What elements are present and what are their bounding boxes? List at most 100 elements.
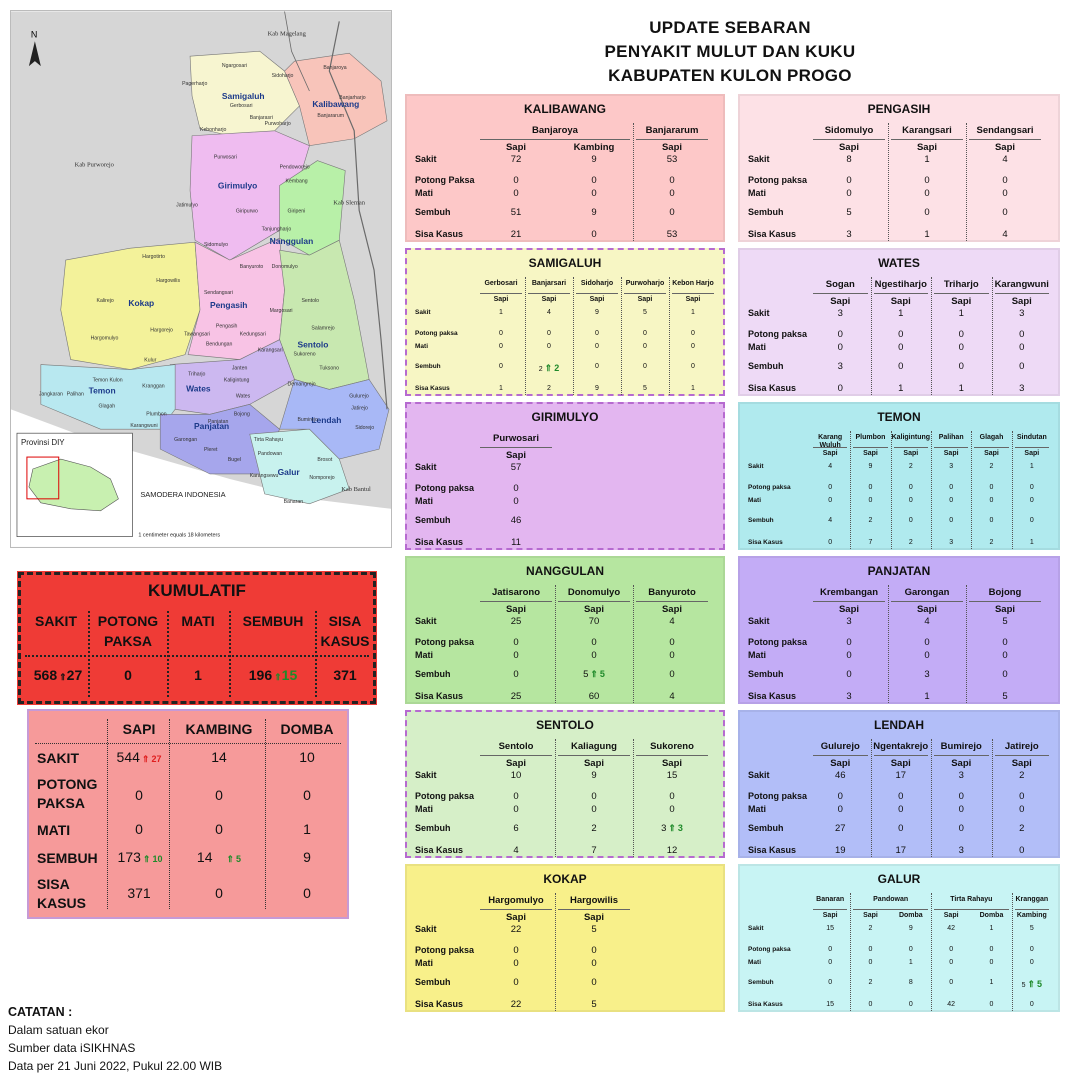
value-cell-potong: 0 [1002,636,1008,648]
district-panel-panjatan: PANJATAN Sakit Potong paksa Mati Sembuh Sisa … [738,556,1060,704]
value-cell-sakit: 2 [989,463,994,471]
value-cell-sisa: 0 [868,1000,873,1008]
animal-label: Sapi [943,449,959,457]
value-cell-sisa: 0 [828,538,833,546]
value-cell-sakit: 3 [958,769,964,781]
village-name: Karangsari [902,124,952,136]
village-name: Banjaroya [532,124,578,136]
map-desa-label: Bendungan [206,342,233,348]
value-cell-sisa: 7 [868,538,873,546]
village-name: Jatirejo [1004,740,1039,752]
animal-label: Sapi [830,757,851,769]
district-title: SAMIGALUH [528,256,602,270]
row-label-sisa: Sisa Kasus [748,538,783,546]
animal-row-label: MATI [37,822,71,838]
district-title: KOKAP [543,872,587,886]
village-name: Kaligintung [891,433,931,441]
row-label-sakit: Sakit [415,153,437,164]
district-panel-pengasih: PENGASIH Sakit Potong paksa Mati Sembuh Sisa … [738,94,1060,242]
value-cell-sembuh: 5 ⇑ 5 [1021,978,1043,989]
village-name: Sindutan [1016,433,1047,441]
value-cell-potong: 0 [1029,946,1034,954]
kumulatif-header-sembuh: SEMBUH [242,613,304,629]
map-desa-label: Temon Kulon [93,377,123,383]
page-title: UPDATE SEBARAN PENYAKIT MULUT DAN KUKU K… [560,16,900,88]
map-desa-label: Bugel [228,457,241,463]
map-desa-label: Kedungsari [240,332,266,338]
value-cell-sakit: 10 [510,769,522,781]
value-cell-potong: 0 [591,944,597,956]
value-cell-mati: 0 [513,187,519,199]
value-cell-sembuh: 3 ⇑ 3 [661,823,683,835]
value-cell-sakit: 3 [1019,307,1025,319]
map-desa-label: Kaligintung [224,377,250,383]
map-desa-label: Wates [236,393,251,399]
row-label-sakit: Sakit [415,923,437,934]
kumulatif-value-sisa-kasus: 371 [333,667,357,683]
row-label-mati: Mati [748,341,766,352]
value-cell-potong: 0 [591,174,597,186]
value-cell-sisa: 4 [1002,229,1008,241]
value-cell-mati: 0 [547,343,551,351]
village-name: Garongan [904,586,950,598]
value-cell-sembuh: 0 [908,516,913,524]
animal-label: Sapi [505,603,527,615]
map-desa-label: Karangsari [258,348,283,354]
row-label-sisa: Sisa Kasus [748,691,797,702]
notes-line: Sumber data iSIKHNAS [8,1041,136,1055]
row-label-mati: Mati [748,959,761,967]
value-cell-sakit: 9 [595,309,599,317]
map-label-pengasih: Pengasih [210,300,248,310]
village-name: Sidomulyo [824,124,874,136]
row-label-potong: Potong paksa [748,328,808,339]
map-desa-label: Margosari [270,308,293,314]
value-cell-sisa: 3 [846,691,852,703]
row-label-sembuh: Sembuh [748,207,784,218]
map-desa-label: Giripeni [288,208,306,214]
value-cell-sakit: 25 [510,615,522,627]
animal-cell: 173 ⇑ 10 [117,849,163,865]
village-name: Pandowan [873,895,909,903]
district-title: TEMON [877,410,921,424]
row-label-mati: Mati [748,649,766,660]
value-cell-mati: 0 [949,959,954,967]
value-cell-sisa: 5 [643,384,647,392]
kumulatif-header-mati: MATI [181,613,215,629]
animal-label: Sapi [505,449,527,461]
value-cell-sisa: 9 [595,384,599,392]
value-cell-potong: 0 [958,328,964,340]
animal-header-domba: DOMBA [280,721,334,737]
value-cell-sakit: 1 [958,307,964,319]
value-cell-mati: 0 [989,497,994,505]
value-cell-potong: 0 [828,946,833,954]
value-cell-sisa: 1 [499,384,503,392]
row-label-sisa: Sisa Kasus [415,999,464,1010]
value-cell-sakit: 72 [510,153,522,165]
map-desa-label: Purwoharjo [265,121,291,127]
value-cell-potong: 0 [846,174,852,186]
district-title: KALIBAWANG [524,102,606,116]
value-cell-sembuh: 0 [1002,207,1008,219]
map-desa-label: Bojong [234,411,250,417]
row-label-sisa: Sisa Kasus [748,845,797,856]
animal-label: Kambing [1016,911,1047,919]
title-line-2: PENYAKIT MULUT DAN KUKU [604,42,856,61]
row-label-potong: Potong paksa [748,790,808,801]
animal-row-label: SEMBUH [37,850,98,866]
map-desa-label: Ngargosari [222,63,247,69]
value-cell-sakit: 3 [846,615,852,627]
value-cell-sakit: 5 [1029,925,1034,933]
village-name: Kaliagung [571,740,617,752]
district-title: GALUR [877,872,921,886]
animal-label: Sapi [589,295,605,303]
value-cell-sisa: 19 [834,845,846,857]
kumulatif-title: KUMULATIF [148,581,246,600]
value-cell-sakit: 46 [834,769,846,781]
district-panel-sentolo: SENTOLO Sakit Potong paksa Mati Sembuh Sisa K… [405,710,725,858]
map-neighbor-bantul: Kab Bantul [341,486,371,493]
kumulatif-header-sisa-kasus: SISA KASUS [320,613,370,649]
value-cell-potong: 0 [846,636,852,648]
value-cell-potong: 0 [898,790,904,802]
value-cell-sisa: 3 [958,845,964,857]
value-cell-mati: 0 [591,803,597,815]
